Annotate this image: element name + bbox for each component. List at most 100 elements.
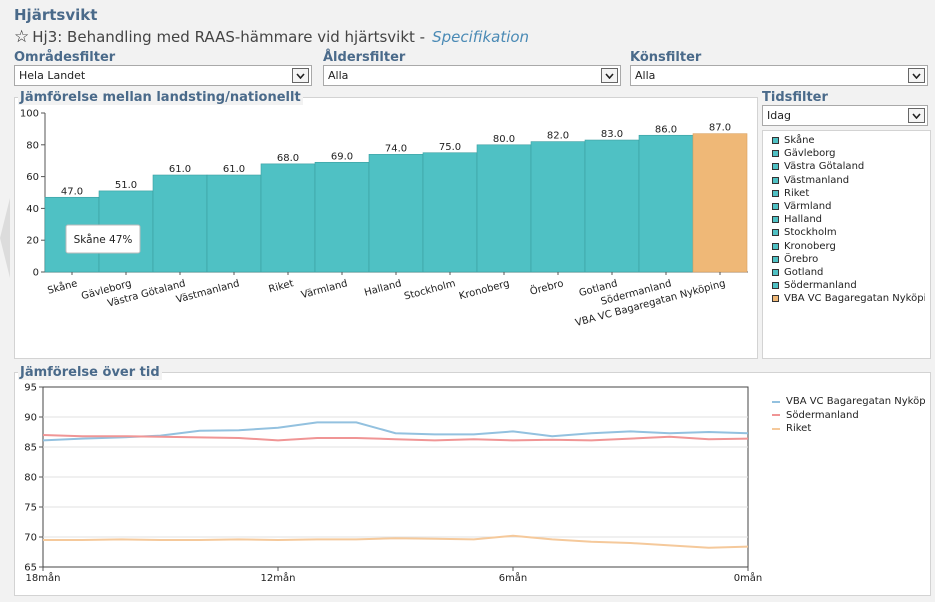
legend-swatch: [772, 268, 779, 276]
legend-swatch: [772, 150, 779, 158]
legend-label: Södermanland: [786, 409, 859, 421]
bar-value-label: 80.0: [493, 134, 515, 145]
area-filter-select[interactable]: Hela Landet: [14, 65, 312, 86]
line-x-tick-label: 18mån: [26, 571, 61, 584]
bar-y-tick-label: 20: [26, 236, 39, 247]
line-x-tick-label: 6mån: [499, 571, 528, 584]
legend-item: Södermanland: [772, 279, 925, 292]
chevron-down-icon[interactable]: [908, 68, 925, 83]
legend-label: VBA VC Bagaregatan Nyköping: [786, 396, 925, 408]
legend-item: Örebro: [772, 253, 925, 266]
chevron-down-icon[interactable]: [292, 68, 309, 83]
bar-value-label: 86.0: [655, 124, 677, 135]
line-x-tick-label: 12mån: [261, 571, 296, 584]
line-x-tick-label: 0mån: [734, 571, 763, 584]
legend-item: VBA VC Bagaregatan Nyköping: [772, 292, 925, 305]
legend-item: Riket: [772, 422, 925, 436]
line-series: [43, 534, 749, 549]
indicator-name: Hj3: Behandling med RAAS-hämmare vid hjä…: [32, 28, 426, 46]
time-filter-value: Idag: [767, 109, 791, 122]
line-y-tick-label: 85: [24, 443, 37, 454]
age-filter-label: Åldersfilter: [323, 50, 406, 65]
bar: [260, 163, 316, 273]
bar-y-tick-label: 100: [20, 109, 39, 120]
bar-legend-panel: [762, 130, 931, 359]
indicator-title: ☆ Hj3: Behandling med RAAS-hämmare vid h…: [14, 28, 529, 46]
bar: [692, 133, 748, 273]
bar-category-label: Värmland: [300, 278, 349, 301]
bar-value-label: 82.0: [547, 131, 569, 142]
legend-label: Värmland: [784, 201, 832, 213]
legend-swatch: [772, 176, 779, 184]
bar-value-label: 47.0: [61, 186, 83, 197]
bar-value-label: 61.0: [169, 164, 191, 175]
bar: [368, 154, 424, 273]
bar-tooltip-text: Skåne 47%: [74, 233, 133, 246]
legend-label: Gotland: [784, 266, 824, 278]
star-icon[interactable]: ☆: [14, 26, 30, 47]
age-filter-value: Alla: [328, 69, 349, 82]
legend-item: Halland: [772, 213, 925, 226]
legend-swatch: [772, 203, 779, 211]
specification-link[interactable]: Specifikation: [432, 28, 530, 46]
bar-value-label: 61.0: [223, 164, 245, 175]
bar-value-label: 83.0: [601, 129, 623, 140]
age-filter: Åldersfilter Alla: [323, 51, 621, 86]
bar-chart-legend: Skåne Gävleborg Västra Götaland Västmanland…: [772, 134, 925, 305]
bar-value-label: 75.0: [439, 142, 461, 153]
legend-label: Kronoberg: [784, 240, 836, 252]
chevron-down-icon[interactable]: [908, 108, 925, 123]
page-title: Hjärtsvikt: [14, 6, 98, 24]
legend-label: Örebro: [784, 253, 819, 265]
bar: [152, 174, 208, 273]
bar-tooltip: [65, 224, 141, 254]
legend-item: Riket: [772, 187, 925, 200]
bar: [530, 141, 586, 273]
bar-category-label: Stockholm: [403, 278, 457, 302]
legend-item: Södermanland: [772, 409, 925, 423]
line-chart-title: Jämförelse över tid: [18, 365, 162, 380]
line-y-tick-label: 70: [24, 533, 37, 544]
bar-value-label: 74.0: [385, 143, 407, 154]
chevron-down-icon[interactable]: [601, 68, 618, 83]
legend-label: Södermanland: [784, 280, 857, 292]
window-edge-shadow: [0, 198, 10, 278]
legend-swatch: [772, 242, 779, 250]
bar-category-label: Skåne: [46, 276, 79, 296]
legend-swatch: [772, 189, 779, 197]
gender-filter-select[interactable]: Alla: [630, 65, 928, 86]
legend-item: Stockholm: [772, 226, 925, 239]
legend-label: Skåne: [784, 135, 815, 147]
legend-label: Västra Götaland: [784, 161, 865, 173]
bar: [206, 174, 262, 273]
legend-swatch: [772, 255, 779, 263]
legend-swatch: [772, 282, 779, 290]
bar: [638, 134, 694, 273]
line-y-tick-label: 80: [24, 473, 37, 484]
legend-swatch: [772, 163, 779, 171]
gender-filter-value: Alla: [635, 69, 656, 82]
time-filter-select[interactable]: Idag: [762, 105, 928, 126]
line-chart-legend: VBA VC Bagaregatan NyköpingSödermanland R…: [772, 395, 925, 436]
legend-item: Värmland: [772, 200, 925, 213]
bar-y-tick-label: 60: [26, 172, 39, 183]
bar: [422, 152, 478, 273]
bar: [476, 144, 532, 273]
area-filter: Områdesfilter Hela Landet: [14, 51, 312, 86]
legend-item: Gotland: [772, 266, 925, 279]
bar-value-label: 51.0: [115, 180, 137, 191]
line-y-tick-label: 75: [24, 503, 37, 514]
time-filter: Tidsfilter Idag: [762, 91, 928, 126]
legend-item: Kronoberg: [772, 240, 925, 253]
legend-item: Gävleborg: [772, 147, 925, 160]
area-filter-label: Områdesfilter: [14, 50, 116, 65]
age-filter-select[interactable]: Alla: [323, 65, 621, 86]
legend-item: Västmanland: [772, 174, 925, 187]
legend-label: Västmanland: [784, 174, 850, 186]
legend-line-marker: [772, 414, 780, 417]
legend-swatch: [772, 137, 779, 145]
legend-label: Gävleborg: [784, 148, 836, 160]
bar-category-label: Kronoberg: [458, 278, 511, 302]
legend-swatch: [772, 295, 779, 303]
bar-value-label: 87.0: [709, 123, 731, 134]
